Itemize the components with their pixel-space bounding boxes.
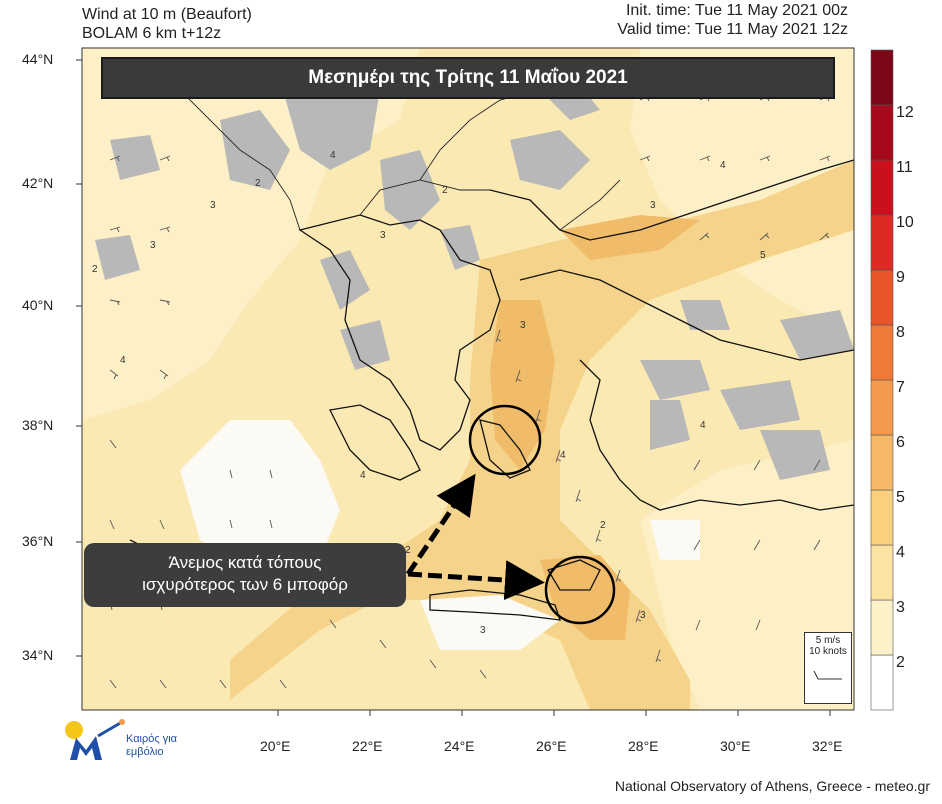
colorbar-swatch (870, 214, 894, 271)
lat-label-40: 40°N (22, 297, 54, 313)
annotation-line-1: Άνεμος κατά τόπους (168, 553, 322, 572)
title-banner: Μεσημέρι της Τρίτης 11 Μαΐου 2021 (101, 57, 835, 99)
colorbar-swatch (870, 49, 894, 106)
lon-label-24: 24°E (444, 738, 475, 754)
calm-zone (420, 595, 560, 650)
colorbar-swatch (870, 599, 894, 656)
colorbar-swatch (870, 544, 894, 601)
colorbar-swatch (870, 269, 894, 326)
lon-label-30: 30°E (720, 738, 751, 754)
lat-label-34: 34°N (22, 647, 54, 663)
contour-label: 2 (442, 185, 448, 196)
colorbar-label-9: 9 (896, 269, 905, 286)
map-variable-title: Wind at 10 m (Beaufort) (82, 6, 252, 23)
contour-label: 4 (360, 470, 366, 481)
colorbar-label-12: 12 (896, 104, 914, 121)
reference-speed-knots: 10 knots (809, 646, 847, 657)
colorbar-label-6: 6 (896, 434, 905, 451)
lon-label-22: 22°E (352, 738, 383, 754)
contour-label: 2 (405, 545, 411, 556)
footer-credit: National Observatory of Athens, Greece -… (614, 778, 930, 794)
contour-label: 3 (640, 610, 646, 621)
colorbar-swatch (870, 159, 894, 216)
meteo-logo-icon (65, 719, 125, 760)
contour-label: 3 (150, 240, 156, 251)
beaufort-6-patch (560, 215, 700, 260)
lat-label-38: 38°N (22, 417, 54, 433)
lon-label-32: 32°E (812, 738, 843, 754)
reference-speed-ms: 5 m/s (815, 635, 841, 646)
annotation-line-2: ισχυρότερος των 6 μποφόρ (142, 575, 348, 594)
coastlines (129, 159, 854, 621)
contour-label: 2 (255, 178, 261, 189)
axis-ticks (76, 59, 831, 716)
highlight-circle-east-crete (544, 555, 616, 625)
valid-time-label: Valid time: Tue 11 May 2021 12z (617, 21, 848, 38)
colorbar-swatch (870, 434, 894, 491)
colorbar-label-4: 4 (896, 544, 905, 561)
arrow-to-east-crete (407, 560, 545, 601)
beaufort-6-patch (540, 555, 630, 640)
logo-caption-line-1: Καιρός για (126, 733, 178, 745)
reference-vector-box: 5 m/s 10 knots (804, 632, 852, 704)
beaufort-3-zone (640, 440, 854, 710)
contour-label: 5 (760, 250, 766, 261)
map-frame (81, 47, 855, 711)
contour-label: 3 (650, 200, 656, 211)
colorbar-label-3: 3 (896, 599, 905, 616)
colorbar-swatch (870, 654, 894, 711)
colorbar-label-11: 11 (896, 159, 913, 176)
colorbar-swatch (870, 324, 894, 381)
contour-label: 4 (700, 420, 706, 431)
colorbar-swatch (870, 489, 894, 546)
contour-label: 3 (480, 625, 486, 636)
colorbar-swatch (870, 379, 894, 436)
colorbar-label-8: 8 (896, 324, 905, 341)
contour-label: 4 (720, 160, 726, 171)
lon-label-28: 28°E (628, 738, 659, 754)
colorbar-swatch (870, 104, 894, 161)
wind-barbs (109, 83, 831, 689)
contour-label: 3 (520, 320, 526, 331)
logo-caption-line-2: εμβόλιο (126, 746, 164, 758)
contour-label: 2 (92, 264, 98, 275)
reference-barb-icon (813, 670, 842, 680)
lon-label-26: 26°E (536, 738, 567, 754)
contour-label: 2 (600, 520, 606, 531)
colorbar-label-2: 2 (896, 654, 905, 671)
calm-zone (180, 420, 340, 570)
colorbar (870, 49, 894, 711)
colorbar-label-10: 10 (896, 214, 914, 231)
lat-label-44: 44°N (22, 51, 54, 67)
init-time-label: Init. time: Tue 11 May 2021 00z (625, 2, 848, 19)
borders (179, 89, 621, 231)
arrow-to-cyclades (405, 473, 476, 576)
contour-label: 3 (210, 200, 216, 211)
lat-label-42: 42°N (22, 175, 54, 191)
contour-label: 4 (330, 150, 336, 161)
highlight-circle-cyclades (468, 404, 542, 476)
beaufort-3-zone (630, 48, 854, 340)
lon-label-20: 20°E (260, 738, 291, 754)
annotation-box: Άνεμος κατά τόπους ισχυρότερος των 6 μπο… (84, 543, 406, 607)
colorbar-label-5: 5 (896, 489, 905, 506)
logo-caption: Καιρός για εμβόλιο (126, 733, 177, 759)
contour-label: 4 (560, 450, 566, 461)
calm-zone (650, 520, 700, 560)
colorbar-label-7: 7 (896, 379, 905, 396)
lat-label-36: 36°N (22, 533, 54, 549)
contour-label: 4 (120, 355, 126, 366)
model-run-label: BOLAM 6 km t+12z (82, 25, 222, 42)
contour-label: 3 (380, 230, 386, 241)
